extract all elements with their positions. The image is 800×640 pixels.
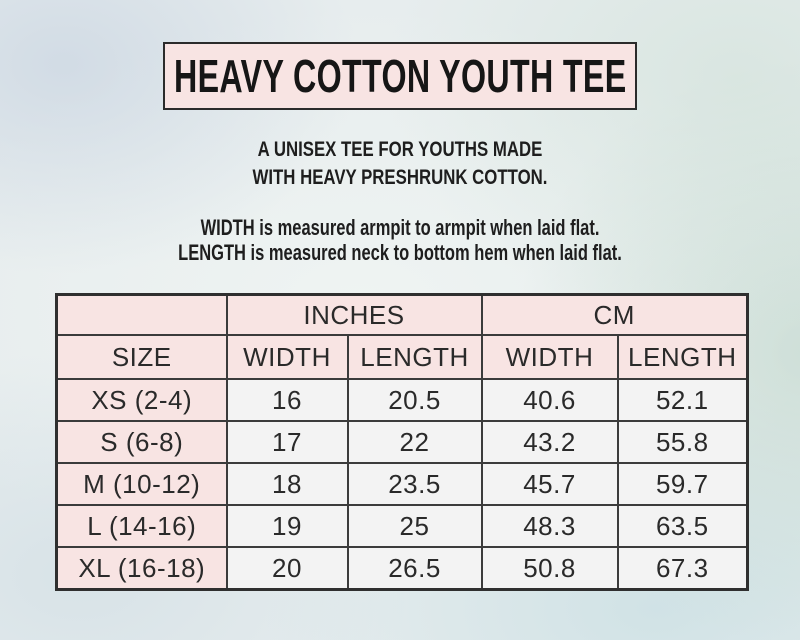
header-length-cm: LENGTH: [616, 334, 749, 380]
value-cell: 40.6: [480, 378, 619, 422]
size-cell: L (14-16): [55, 504, 228, 548]
value-cell: 20.5: [346, 378, 483, 422]
product-title-box: HEAVY COTTON YOUTH TEE: [163, 42, 637, 110]
value-cell: 52.1: [616, 378, 749, 422]
value-cell: 26.5: [346, 546, 483, 591]
page-title: HEAVY COTTON YOUTH TEE: [173, 50, 627, 102]
description-line-1: A UNISEX TEE FOR YOUTHS MADE: [257, 138, 543, 161]
size-cell: S (6-8): [55, 420, 228, 464]
measurement-notes: WIDTH is measured armpit to armpit when …: [0, 215, 800, 265]
length-note: LENGTH is measured neck to bottom hem wh…: [178, 240, 622, 265]
description-line-2: WITH HEAVY PRESHRUNK COTTON.: [252, 166, 548, 189]
corner-cell: [55, 293, 228, 336]
table-row-xl: XL (16-18) 20 26.5 50.8 67.3: [55, 546, 749, 591]
value-cell: 63.5: [616, 504, 749, 548]
value-cell: 23.5: [346, 462, 483, 506]
width-note: WIDTH is measured armpit to armpit when …: [200, 215, 600, 240]
size-chart-table: INCHES CM SIZE WIDTH LENGTH WIDTH LENGTH…: [55, 293, 749, 591]
value-cell: 45.7: [480, 462, 619, 506]
size-cell: XL (16-18): [55, 546, 228, 591]
header-width-inches: WIDTH: [225, 334, 349, 380]
value-cell: 48.3: [480, 504, 619, 548]
value-cell: 20: [225, 546, 349, 591]
column-header-row: SIZE WIDTH LENGTH WIDTH LENGTH: [55, 334, 749, 380]
table-row-m: M (10-12) 18 23.5 45.7 59.7: [55, 462, 749, 506]
product-description: A UNISEX TEE FOR YOUTHS MADE WITH HEAVY …: [0, 136, 800, 192]
value-cell: 19: [225, 504, 349, 548]
table-row-s: S (6-8) 17 22 43.2 55.8: [55, 420, 749, 464]
size-cell: XS (2-4): [55, 378, 228, 422]
value-cell: 43.2: [480, 420, 619, 464]
table-row-l: L (14-16) 19 25 48.3 63.5: [55, 504, 749, 548]
value-cell: 67.3: [616, 546, 749, 591]
header-length-inches: LENGTH: [346, 334, 483, 380]
value-cell: 25: [346, 504, 483, 548]
unit-header-row: INCHES CM: [55, 293, 749, 336]
value-cell: 16: [225, 378, 349, 422]
value-cell: 18: [225, 462, 349, 506]
value-cell: 59.7: [616, 462, 749, 506]
value-cell: 22: [346, 420, 483, 464]
header-cm: CM: [480, 293, 749, 336]
header-inches: INCHES: [225, 293, 483, 336]
value-cell: 55.8: [616, 420, 749, 464]
value-cell: 50.8: [480, 546, 619, 591]
size-cell: M (10-12): [55, 462, 228, 506]
header-size: SIZE: [55, 334, 228, 380]
header-width-cm: WIDTH: [480, 334, 619, 380]
value-cell: 17: [225, 420, 349, 464]
table-row-xs: XS (2-4) 16 20.5 40.6 52.1: [55, 378, 749, 422]
